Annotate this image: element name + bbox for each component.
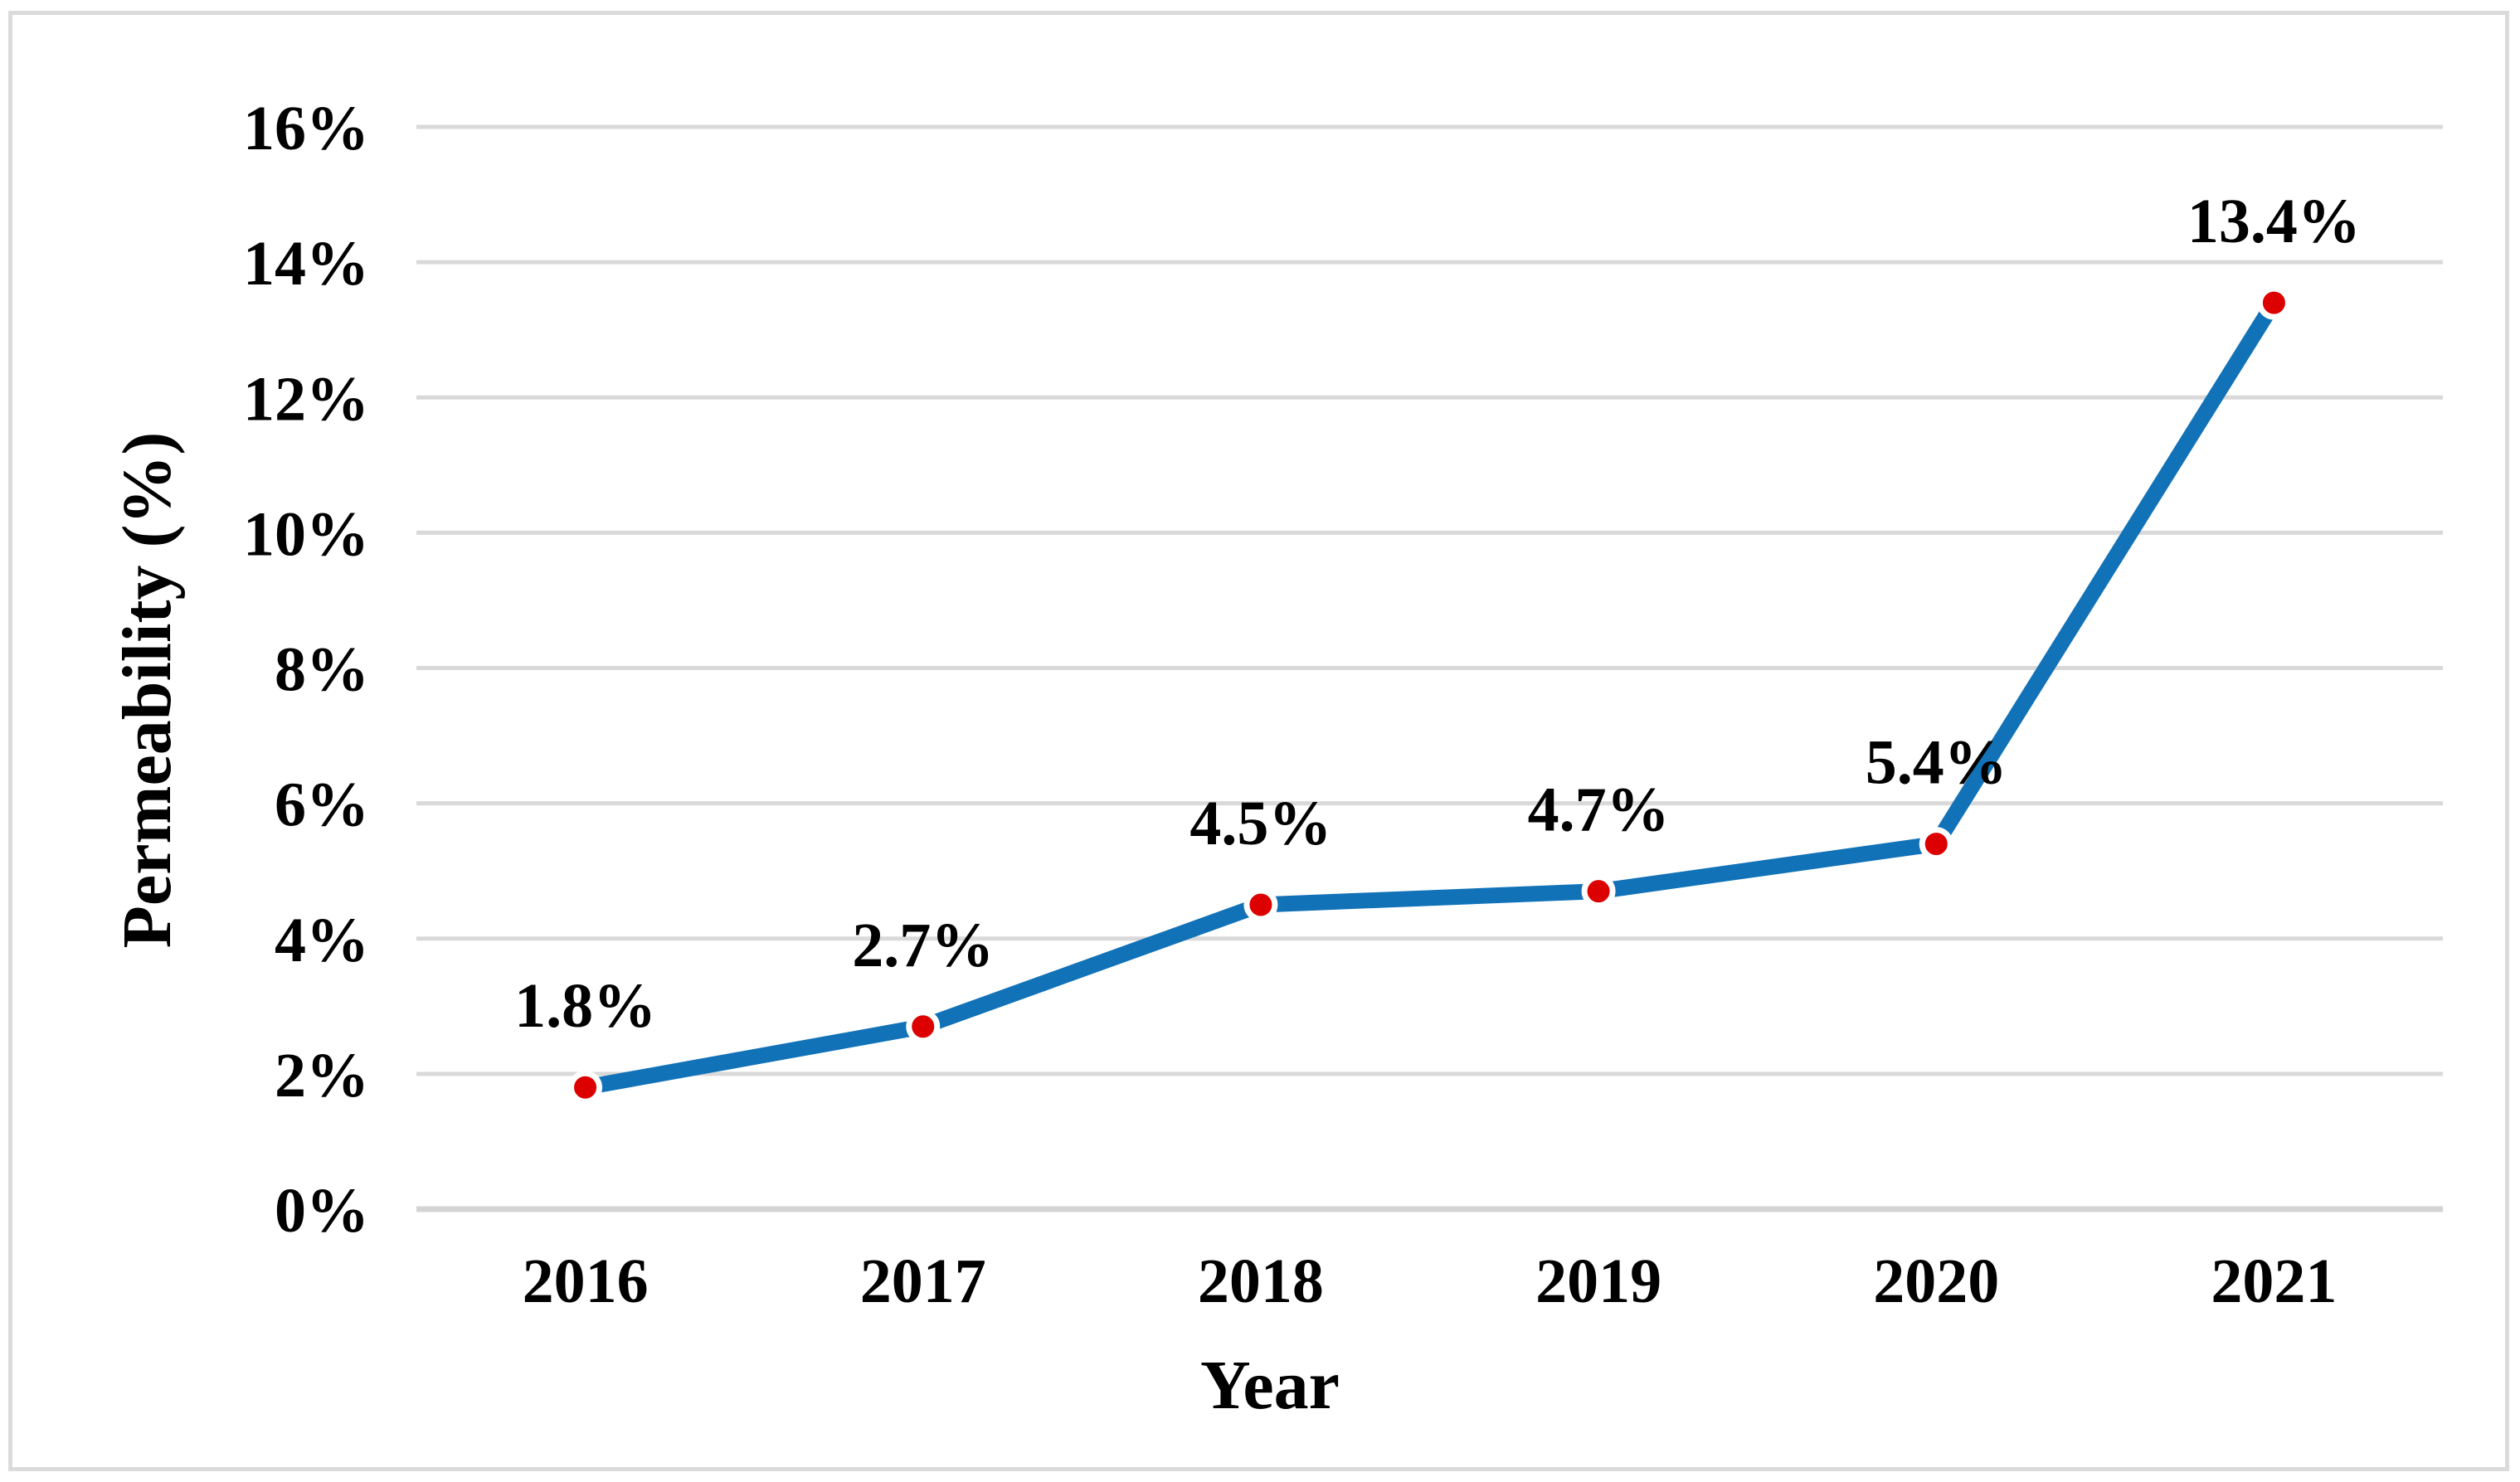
data-point-marker	[568, 1070, 603, 1105]
data-point-label: 13.4%	[2187, 187, 2361, 256]
x-tick-label: 2016	[523, 1246, 649, 1316]
data-point-label: 4.5%	[1189, 789, 1331, 858]
x-tick-label: 2020	[1873, 1246, 1999, 1316]
gridlines	[416, 124, 2443, 1212]
data-point-label: 4.7%	[1528, 775, 1670, 845]
x-tick-label: 2017	[860, 1246, 986, 1316]
y-tick-label: 16%	[243, 94, 369, 163]
y-tick-label: 10%	[243, 499, 369, 569]
data-point-label: 2.7%	[852, 911, 994, 980]
data-point-marker	[2256, 285, 2291, 320]
y-tick-label: 0%	[275, 1176, 369, 1246]
x-axis-title: Year	[1200, 1347, 1340, 1424]
data-point-marker	[1243, 887, 1278, 922]
y-axis-ticks: 0% 2% 4% 6% 8% 10% 12% 14% 16%	[243, 94, 369, 1246]
y-tick-label: 8%	[275, 635, 369, 705]
x-tick-label: 2021	[2211, 1246, 2337, 1316]
y-axis-title: Permeability (%)	[109, 432, 186, 949]
y-tick-label: 2%	[275, 1041, 369, 1110]
data-point-label: 1.8%	[514, 971, 656, 1041]
y-tick-label: 4%	[275, 906, 369, 975]
data-point-marker	[906, 1009, 941, 1044]
y-tick-label: 14%	[243, 229, 369, 299]
y-tick-label: 6%	[275, 770, 369, 840]
data-point-label: 5.4%	[1866, 728, 2007, 798]
x-tick-label: 2018	[1198, 1246, 1324, 1316]
x-axis-ticks: 2016 2017 2018 2019 2020 2021	[523, 1246, 2338, 1316]
trend-line	[577, 294, 2282, 1096]
y-tick-label: 12%	[243, 364, 369, 434]
data-point-marker	[1919, 827, 1953, 862]
data-series	[568, 285, 2291, 1105]
data-point-marker	[1581, 874, 1616, 909]
x-tick-label: 2019	[1535, 1246, 1661, 1316]
data-labels: 1.8% 2.7% 4.5% 4.7% 5.4% 13.4%	[514, 187, 2361, 1041]
chart-frame-border	[8, 11, 2509, 1471]
